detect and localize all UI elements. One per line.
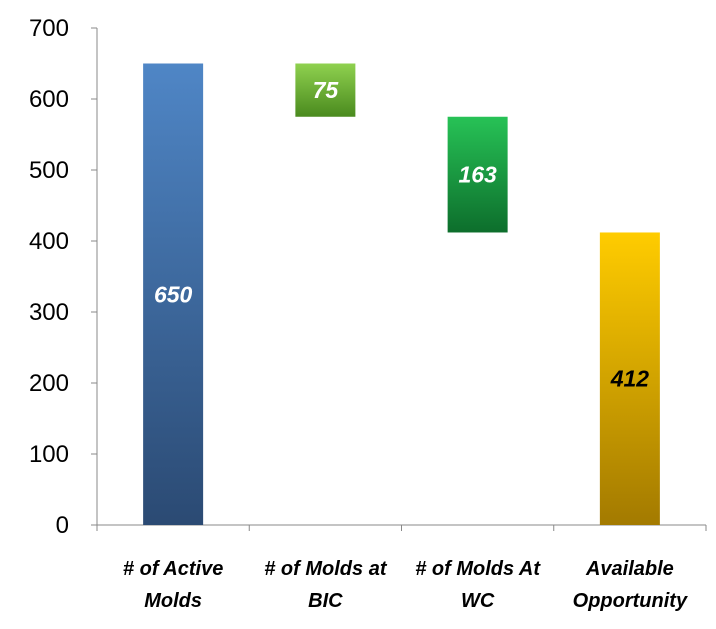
y-axis: 0 100 200 300 400 500 600 700 (29, 15, 98, 539)
bar-1 (295, 63, 356, 117)
y-tick-label: 500 (29, 157, 69, 184)
category-label-0-line-1: Molds (144, 590, 202, 612)
category-label-1-line-0: # of Molds at (264, 558, 388, 580)
y-tick-label: 700 (29, 15, 69, 42)
data-label-1: 75 (313, 77, 340, 103)
category-label-3-line-1: Opportunity (573, 590, 688, 612)
y-tick-label: 0 (56, 512, 69, 539)
data-label-2: 163 (458, 162, 497, 188)
bar-0 (143, 63, 204, 525)
data-label-0: 650 (154, 281, 193, 307)
x-axis (96, 524, 707, 531)
category-label-2-line-1: WC (461, 590, 495, 612)
y-tick-label: 200 (29, 370, 69, 397)
data-label-3: 412 (610, 366, 650, 392)
y-tick-label: 600 (29, 86, 69, 113)
y-tick-label: 400 (29, 228, 69, 255)
data-labels-group: 650 75 163 412 (154, 77, 649, 392)
bar-3 (599, 232, 660, 526)
bar-2 (447, 116, 508, 233)
y-tick-label: 300 (29, 299, 69, 326)
category-label-3-line-0: Available (585, 558, 674, 580)
category-label-1-line-1: BIC (308, 590, 343, 612)
category-label-0-line-0: # of Active (123, 558, 223, 580)
category-labels-group: # of Active Molds # of Molds at BIC # of Mol… (123, 558, 688, 612)
category-label-2-line-0: # of Molds At (415, 558, 541, 580)
bars-group (143, 63, 660, 526)
y-tick-label: 100 (29, 441, 69, 468)
